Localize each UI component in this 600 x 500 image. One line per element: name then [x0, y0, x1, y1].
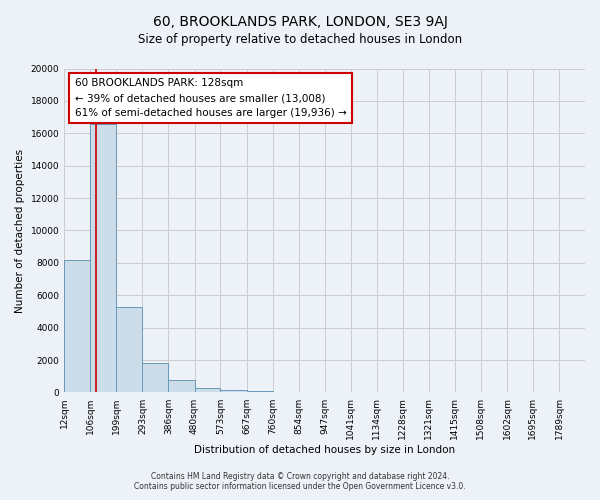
Bar [247, 391, 272, 392]
Text: Contains HM Land Registry data © Crown copyright and database right 2024.: Contains HM Land Registry data © Crown c… [151, 472, 449, 481]
Text: Size of property relative to detached houses in London: Size of property relative to detached ho… [138, 32, 462, 46]
Text: 60, BROOKLANDS PARK, LONDON, SE3 9AJ: 60, BROOKLANDS PARK, LONDON, SE3 9AJ [152, 15, 448, 29]
Bar [194, 388, 220, 392]
Bar [91, 124, 116, 392]
Bar [116, 306, 142, 392]
X-axis label: Distribution of detached houses by size in London: Distribution of detached houses by size … [194, 445, 455, 455]
Text: Contains public sector information licensed under the Open Government Licence v3: Contains public sector information licen… [134, 482, 466, 491]
Bar [64, 260, 91, 392]
Text: 60 BROOKLANDS PARK: 128sqm
← 39% of detached houses are smaller (13,008)
61% of : 60 BROOKLANDS PARK: 128sqm ← 39% of deta… [74, 78, 346, 118]
Bar [142, 364, 169, 392]
Y-axis label: Number of detached properties: Number of detached properties [15, 148, 25, 312]
Bar [220, 390, 247, 392]
Bar [169, 380, 194, 392]
